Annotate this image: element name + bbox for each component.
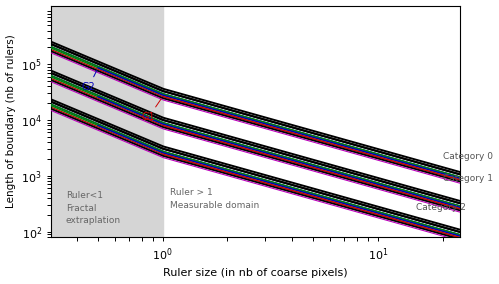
Bar (0, 6, 163, 237)
Text: Ruler > 1
Measurable domain: Ruler > 1 Measurable domain (170, 188, 259, 210)
Text: Category 0: Category 0 (443, 152, 493, 161)
Text: Category 1: Category 1 (443, 174, 493, 183)
Y-axis label: Length of boundary (nb of rulers): Length of boundary (nb of rulers) (5, 35, 15, 208)
Text: Category 2: Category 2 (416, 203, 466, 212)
Text: G2: G2 (82, 70, 97, 92)
X-axis label: Ruler size (in nb of coarse pixels): Ruler size (in nb of coarse pixels) (163, 268, 347, 278)
Text: G4: G4 (0, 283, 1, 284)
Text: G1: G1 (142, 99, 161, 122)
Text: Ruler<1
Fractal
extraplation: Ruler<1 Fractal extraplation (66, 191, 121, 225)
Text: G8: G8 (0, 283, 1, 284)
